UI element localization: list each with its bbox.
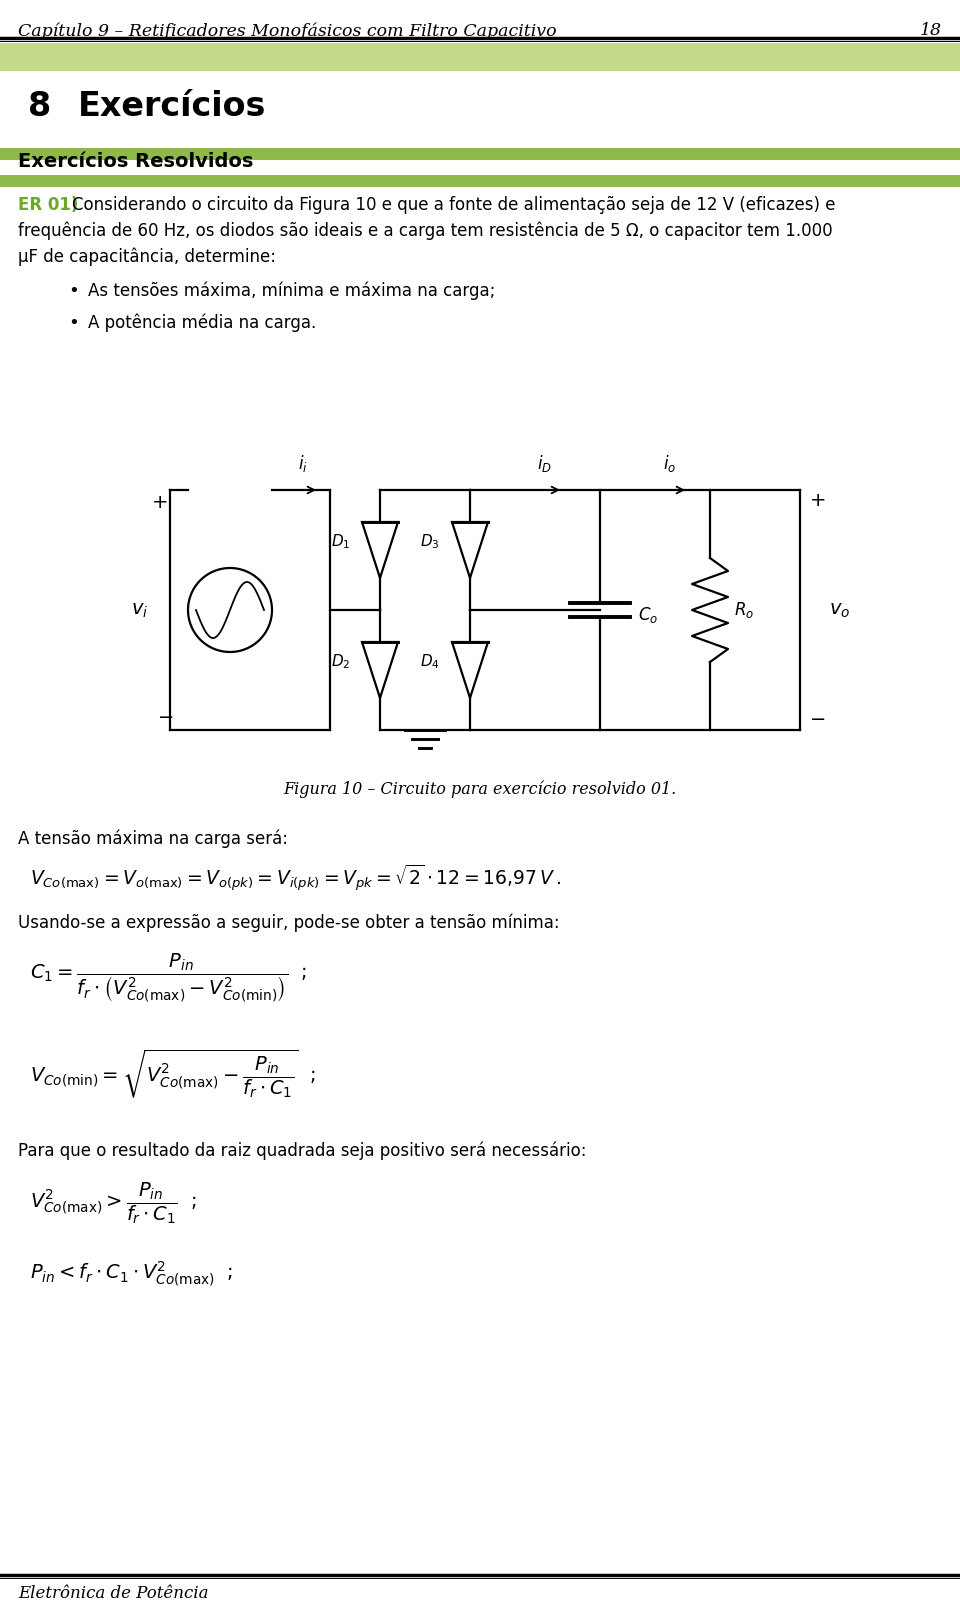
Text: $R_o$: $R_o$: [734, 601, 755, 620]
Bar: [0, 148, 960, 161]
Bar: [0, 175, 960, 187]
Text: As tensões máxima, mínima e máxima na carga;: As tensões máxima, mínima e máxima na ca…: [88, 282, 495, 300]
Text: Exercícios Resolvidos: Exercícios Resolvidos: [18, 153, 253, 170]
Text: $V_{Co(\mathrm{max})} = V_{o(\mathrm{max})} = V_{o(pk)} = V_{i(pk)} = V_{pk} = \: $V_{Co(\mathrm{max})} = V_{o(\mathrm{max…: [30, 862, 561, 893]
Text: 18: 18: [920, 23, 942, 39]
Text: $V_{Co(\mathrm{max})}^{2} > \dfrac{P_{in}}{f_r \cdot C_1}$  ;: $V_{Co(\mathrm{max})}^{2} > \dfrac{P_{in…: [30, 1180, 197, 1225]
Text: $i_D$: $i_D$: [538, 453, 553, 474]
Text: •: •: [68, 313, 79, 333]
Text: $C_1 = \dfrac{P_{in}}{f_r \cdot \left(V_{Co(\mathrm{max})}^{2} - V_{Co(\mathrm{m: $C_1 = \dfrac{P_{in}}{f_r \cdot \left(V_…: [30, 953, 307, 1005]
Text: •: •: [68, 282, 79, 300]
Text: $C_o$: $C_o$: [638, 605, 659, 625]
Text: $D_3$: $D_3$: [420, 532, 440, 552]
Text: $V_{Co(\mathrm{min})} = \sqrt{V_{Co(\mathrm{max})}^{2} - \dfrac{P_{in}}{f_r \cdo: $V_{Co(\mathrm{min})} = \sqrt{V_{Co(\mat…: [30, 1047, 316, 1100]
Text: frequência de 60 Hz, os diodos são ideais e a carga tem resistência de 5 Ω, o ca: frequência de 60 Hz, os diodos são ideai…: [18, 222, 832, 240]
Text: $i_i$: $i_i$: [299, 453, 308, 474]
Text: Exercícios: Exercícios: [78, 89, 266, 123]
Text: Capítulo 9 – Retificadores Monofásicos com Filtro Capacitivo: Capítulo 9 – Retificadores Monofásicos c…: [18, 23, 557, 39]
Text: μF de capacitância, determine:: μF de capacitância, determine:: [18, 248, 276, 266]
Text: −: −: [810, 711, 827, 729]
Text: $D_2$: $D_2$: [330, 652, 350, 672]
Text: Figura 10 – Circuito para exercício resolvido 01.: Figura 10 – Circuito para exercício reso…: [283, 781, 677, 797]
Text: +: +: [809, 490, 827, 510]
Text: Usando-se a expressão a seguir, pode-se obter a tensão mínima:: Usando-se a expressão a seguir, pode-se …: [18, 914, 560, 933]
Polygon shape: [452, 643, 488, 698]
Polygon shape: [452, 523, 488, 578]
Text: Para que o resultado da raiz quadrada seja positivo será necessário:: Para que o resultado da raiz quadrada se…: [18, 1143, 587, 1160]
Text: Considerando o circuito da Figura 10 e que a fonte de alimentação seja de 12 V (: Considerando o circuito da Figura 10 e q…: [72, 196, 835, 214]
Text: ER 01): ER 01): [18, 196, 79, 214]
Text: 8: 8: [28, 89, 51, 123]
Text: Eletrônica de Potência: Eletrônica de Potência: [18, 1586, 208, 1602]
Text: $D_4$: $D_4$: [420, 652, 440, 672]
Text: $i_o$: $i_o$: [663, 453, 677, 474]
Polygon shape: [362, 523, 398, 578]
Polygon shape: [362, 643, 398, 698]
Text: A potência média na carga.: A potência média na carga.: [88, 313, 316, 333]
Text: $D_1$: $D_1$: [330, 532, 350, 552]
Text: −: −: [157, 709, 174, 727]
Text: A tensão máxima na carga será:: A tensão máxima na carga será:: [18, 829, 288, 849]
Text: $P_{in} < f_r \cdot C_1 \cdot V_{Co(\mathrm{max})}^{2}$  ;: $P_{in} < f_r \cdot C_1 \cdot V_{Co(\mat…: [30, 1259, 233, 1289]
Text: $v_i$: $v_i$: [132, 601, 149, 620]
Bar: [0, 42, 960, 71]
Text: +: +: [152, 492, 168, 511]
Text: $v_o$: $v_o$: [829, 601, 851, 620]
